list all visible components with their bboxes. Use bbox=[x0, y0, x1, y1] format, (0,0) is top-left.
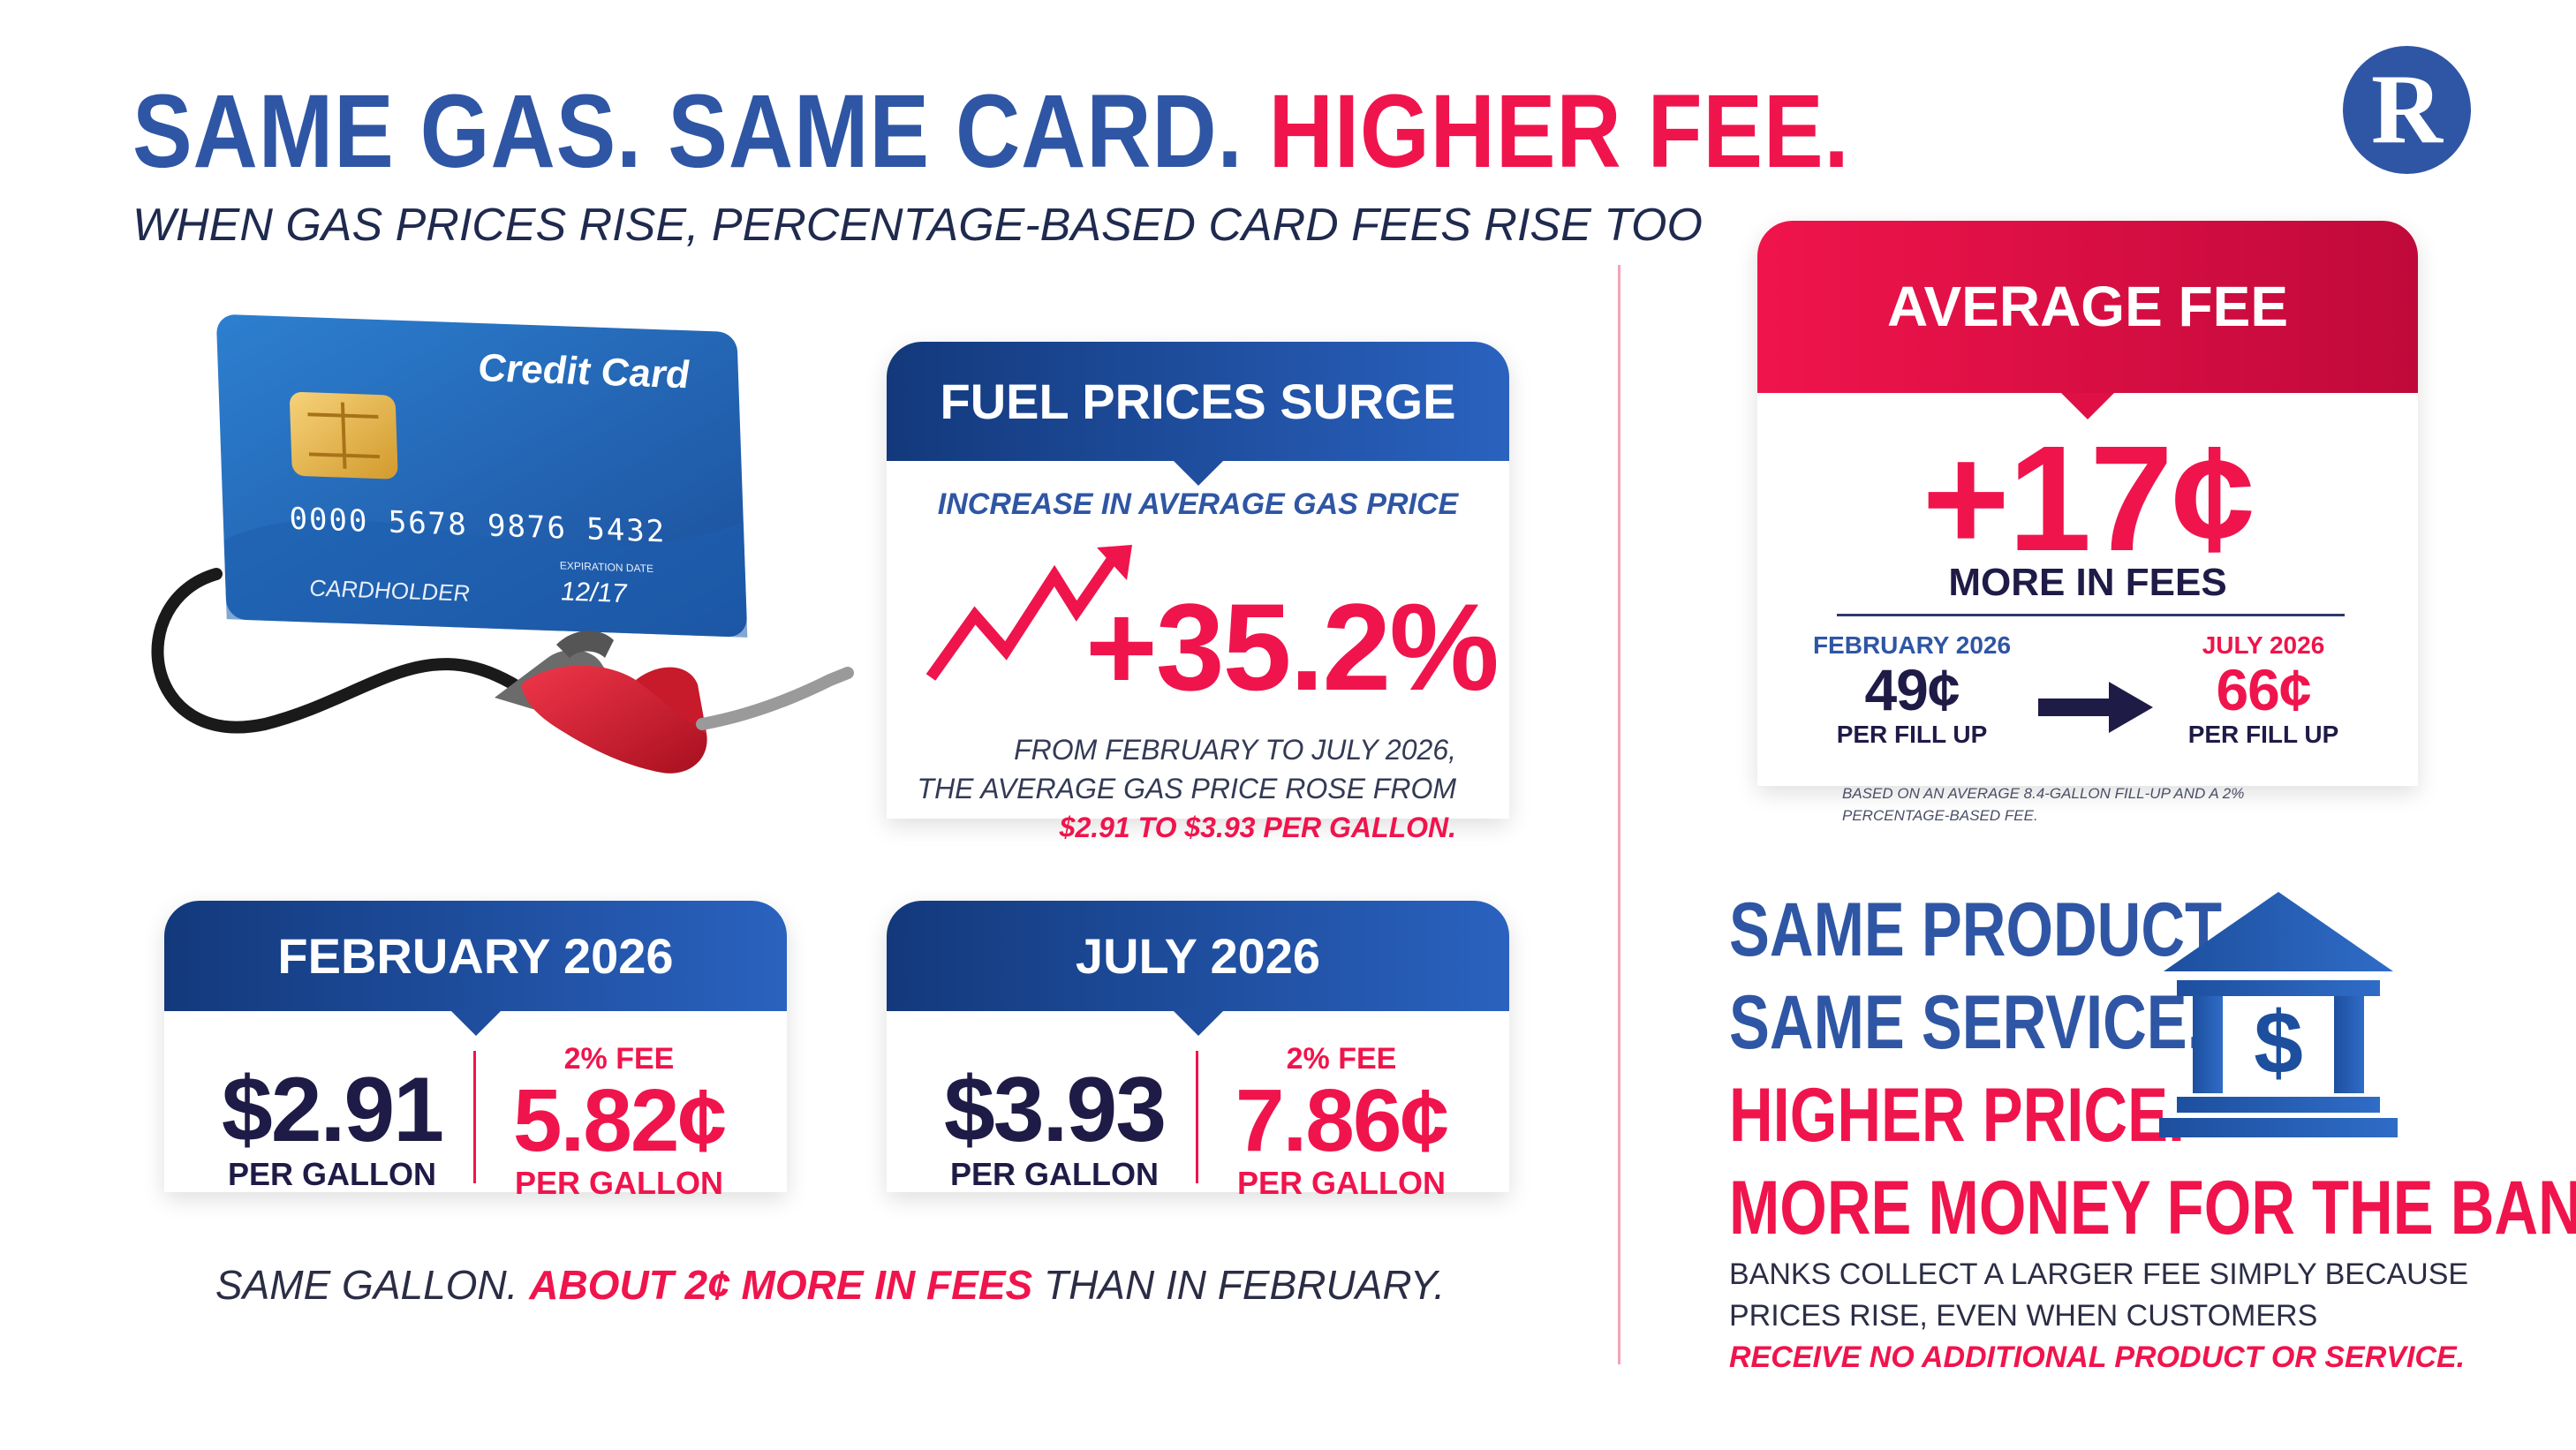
summary-note-line1: BANKS COLLECT A LARGER FEE SIMPLY BECAUS… bbox=[1729, 1257, 2469, 1291]
vertical-divider bbox=[1618, 265, 1620, 1364]
fuel-note-line1: FROM FEBRUARY TO JULY 2026, bbox=[1014, 734, 1456, 766]
february-fee-label: 2% FEE bbox=[563, 1042, 675, 1076]
summary-note-line2: PRICES RISE, EVEN WHEN CUSTOMERS bbox=[1729, 1299, 2318, 1333]
july-divider bbox=[1196, 1051, 1198, 1183]
trend-arrow-icon bbox=[925, 545, 1132, 681]
fuel-prices-title: FUEL PRICES SURGE bbox=[887, 342, 1509, 486]
right-arrow-icon bbox=[2038, 682, 2153, 733]
card-expiry-label: EXPIRATION DATE bbox=[560, 559, 654, 575]
february-price-block: $2.91 PER GALLON bbox=[217, 1064, 447, 1193]
card-title: Credit Card bbox=[477, 346, 691, 396]
average-fee-from-unit: PER FILL UP bbox=[1836, 721, 1988, 749]
average-fee-to-value: 66¢ bbox=[2216, 657, 2311, 722]
average-fee-to-month: JULY 2026 bbox=[2202, 631, 2325, 659]
february-fee-unit: PER GALLON bbox=[514, 1165, 723, 1201]
february-divider bbox=[473, 1051, 476, 1183]
bottom-line-part2: ABOUT 2¢ MORE IN FEES bbox=[529, 1262, 1033, 1308]
fuel-note-line3: $2.91 TO $3.93 PER GALLON. bbox=[1059, 812, 1456, 843]
subheadline: WHEN GAS PRICES RISE, PERCENTAGE-BASED C… bbox=[132, 200, 1703, 251]
fuel-nozzle-icon bbox=[495, 631, 854, 774]
logo-r-icon: R bbox=[2343, 46, 2471, 174]
headline: SAME GAS. SAME CARD. HIGHER FEE. bbox=[132, 79, 1850, 184]
credit-card-icon: Credit Card 0000 5678 9876 5432 CARDHOLD… bbox=[151, 314, 854, 774]
summary-line2: SAME SERVICE. bbox=[1729, 980, 2204, 1065]
summary-line1: SAME PRODUCT. bbox=[1729, 887, 2232, 972]
average-fee-rule bbox=[1837, 614, 2345, 616]
february-title: FEBRUARY 2026 bbox=[164, 901, 787, 1036]
card-holder: CARDHOLDER bbox=[309, 574, 471, 606]
average-fee-to: JULY 2026 66¢ PER FILL UP bbox=[2162, 631, 2365, 749]
average-fee-from-value: 49¢ bbox=[1864, 657, 1960, 722]
average-fee-note-line2: PERCENTAGE-BASED FEE. bbox=[1842, 807, 2038, 824]
headline-part1: SAME GAS. SAME CARD. bbox=[132, 73, 1243, 190]
july-price-block: $3.93 PER GALLON bbox=[940, 1064, 1169, 1193]
average-fee-to-unit: PER FILL UP bbox=[2187, 721, 2339, 749]
july-fee-unit: PER GALLON bbox=[1236, 1165, 1446, 1201]
bottom-line: SAME GALLON. ABOUT 2¢ MORE IN FEES THAN … bbox=[0, 1261, 1660, 1309]
summary-line4: MORE MONEY FOR THE BANK. bbox=[1729, 1166, 2576, 1250]
bottom-line-part3: THAN IN FEBRUARY. bbox=[1043, 1262, 1446, 1308]
july-fee: 7.86¢ bbox=[1235, 1071, 1449, 1170]
july-price-unit: PER GALLON bbox=[949, 1156, 1159, 1192]
summary-note-line3: RECEIVE NO ADDITIONAL PRODUCT OR SERVICE… bbox=[1729, 1340, 2466, 1374]
july-fee-label: 2% FEE bbox=[1286, 1042, 1397, 1076]
average-fee-note-line1: BASED ON AN AVERAGE 8.4-GALLON FILL-UP A… bbox=[1842, 785, 2245, 802]
fuel-prices-panel: FUEL PRICES SURGE INCREASE IN AVERAGE GA… bbox=[887, 342, 1509, 843]
fuel-note-line2: THE AVERAGE GAS PRICE ROSE FROM bbox=[917, 773, 1456, 804]
average-fee-value: +17¢ bbox=[1922, 415, 2255, 583]
card-expiry: 12/17 bbox=[560, 577, 628, 608]
summary-note: BANKS COLLECT A LARGER FEE SIMPLY BECAUS… bbox=[1729, 1254, 2468, 1378]
july-price: $3.93 bbox=[943, 1059, 1167, 1161]
july-panel: JULY 2026 $3.93 PER GALLON 2% FEE 7.86¢ … bbox=[887, 901, 1509, 1201]
average-fee-label: MORE IN FEES bbox=[1948, 561, 2227, 604]
july-fee-block: 2% FEE 7.86¢ PER GALLON bbox=[1218, 1042, 1465, 1202]
july-title: JULY 2026 bbox=[887, 901, 1509, 1036]
average-fee-note: BASED ON AN AVERAGE 8.4-GALLON FILL-UP A… bbox=[1842, 782, 2337, 827]
bottom-line-part1: SAME GALLON. bbox=[215, 1262, 518, 1308]
february-panel: FEBRUARY 2026 $2.91 PER GALLON 2% FEE 5.… bbox=[164, 901, 787, 1201]
fuel-price-change: +35.2% bbox=[1085, 578, 1500, 716]
summary-line3: HIGHER PRICE. bbox=[1729, 1073, 2186, 1158]
february-fee-block: 2% FEE 5.82¢ PER GALLON bbox=[495, 1042, 743, 1202]
average-fee-from: FEBRUARY 2026 49¢ PER FILL UP bbox=[1810, 631, 2013, 749]
fuel-prices-subtitle: INCREASE IN AVERAGE GAS PRICE bbox=[937, 487, 1459, 521]
average-fee-panel: AVERAGE FEE +17¢ MORE IN FEES FEBRUARY 2… bbox=[1757, 221, 2418, 786]
bank-icon: $ bbox=[2159, 892, 2398, 1137]
february-price: $2.91 bbox=[221, 1059, 444, 1161]
average-fee-title: AVERAGE FEE bbox=[1757, 221, 2418, 419]
fuel-prices-note: FROM FEBRUARY TO JULY 2026, THE AVERAGE … bbox=[918, 730, 1456, 847]
february-price-unit: PER GALLON bbox=[227, 1156, 436, 1192]
headline-part2: HIGHER FEE. bbox=[1268, 73, 1850, 190]
bank-dollar-symbol: $ bbox=[2254, 993, 2303, 1092]
february-fee: 5.82¢ bbox=[512, 1071, 727, 1170]
average-fee-from-month: FEBRUARY 2026 bbox=[1812, 631, 2012, 659]
